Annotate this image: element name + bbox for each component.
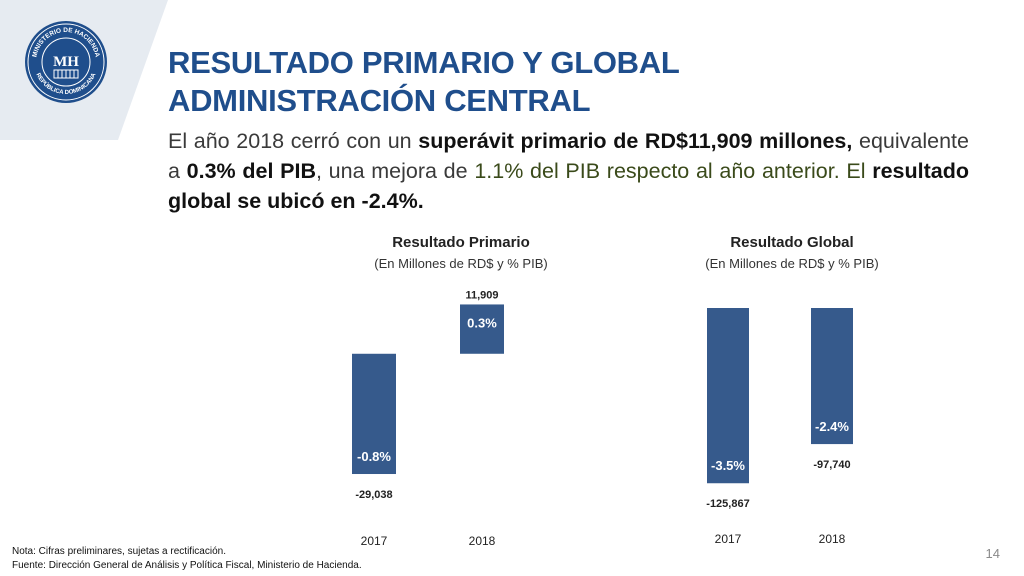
primary-category-label-2018: 2018 (469, 534, 496, 548)
intro-paragraph: El año 2018 cerró con un superávit prima… (168, 126, 969, 216)
primary-chart-plot: -0.8% -29,038 2017 0.3% 11,909 2018 (352, 289, 504, 548)
intro-highlight-2: 0.3% del PIB (186, 159, 316, 183)
global-value-label-2017: -125,867 (706, 498, 749, 510)
global-category-label-2018: 2018 (819, 532, 846, 546)
primary-pct-label-2017: -0.8% (357, 449, 391, 464)
global-bar-2017 (707, 308, 749, 484)
global-chart-plot: -3.5% -125,867 2017 -2.4% -97,740 2018 (706, 308, 853, 546)
global-result-chart: Resultado Global (En Millones de RD$ y %… (632, 232, 952, 552)
global-pct-label-2017: -3.5% (711, 458, 745, 473)
intro-text-4: 1.1% del PIB respecto al año anterior. E… (474, 159, 866, 183)
intro-highlight-1: superávit primario de RD$11,909 millones… (418, 129, 853, 153)
primary-category-label-2017: 2017 (361, 534, 388, 548)
primary-result-chart: Resultado Primario (En Millones de RD$ y… (280, 232, 642, 552)
title-line-1: RESULTADO PRIMARIO Y GLOBAL (168, 45, 680, 80)
title-line-2: ADMINISTRACIÓN CENTRAL (168, 83, 591, 118)
intro-text-2: equivalente a (168, 129, 969, 183)
intro-text-3: , una mejora de (316, 159, 475, 183)
logo-monogram: MH (53, 54, 79, 70)
global-chart-subtitle: (En Millones de RD$ y % PIB) (705, 256, 879, 271)
primary-chart-subtitle: (En Millones de RD$ y % PIB) (374, 256, 548, 271)
footnote-note: Nota: Cifras preliminares, sujetas a rec… (12, 546, 226, 557)
global-category-label-2017: 2017 (715, 532, 742, 546)
primary-value-label-2017: -29,038 (355, 489, 392, 501)
primary-value-label-2018: 11,909 (465, 289, 498, 301)
intro-highlight-3: resultado global se ubicó en -2.4%. (168, 159, 969, 213)
primary-chart-title: Resultado Primario (392, 234, 530, 251)
global-value-label-2018: -97,740 (813, 459, 850, 471)
slide-title: RESULTADO PRIMARIO Y GLOBAL ADMINISTRACI… (168, 44, 988, 120)
primary-bar-2018 (460, 304, 504, 354)
intro-text-1: El año 2018 cerró con un (168, 129, 419, 153)
primary-bar-2017 (352, 353, 396, 475)
footnote-source: Fuente: Dirección General de Análisis y … (12, 560, 362, 571)
primary-pct-label-2018: 0.3% (467, 315, 497, 330)
page-number: 14 (985, 546, 1000, 561)
ministry-logo: MINISTERIO DE HACIENDA REPÚBLICA DOMINIC… (24, 20, 108, 104)
global-bar-2018 (811, 308, 853, 445)
global-chart-title: Resultado Global (730, 234, 854, 251)
global-pct-label-2018: -2.4% (815, 419, 849, 434)
